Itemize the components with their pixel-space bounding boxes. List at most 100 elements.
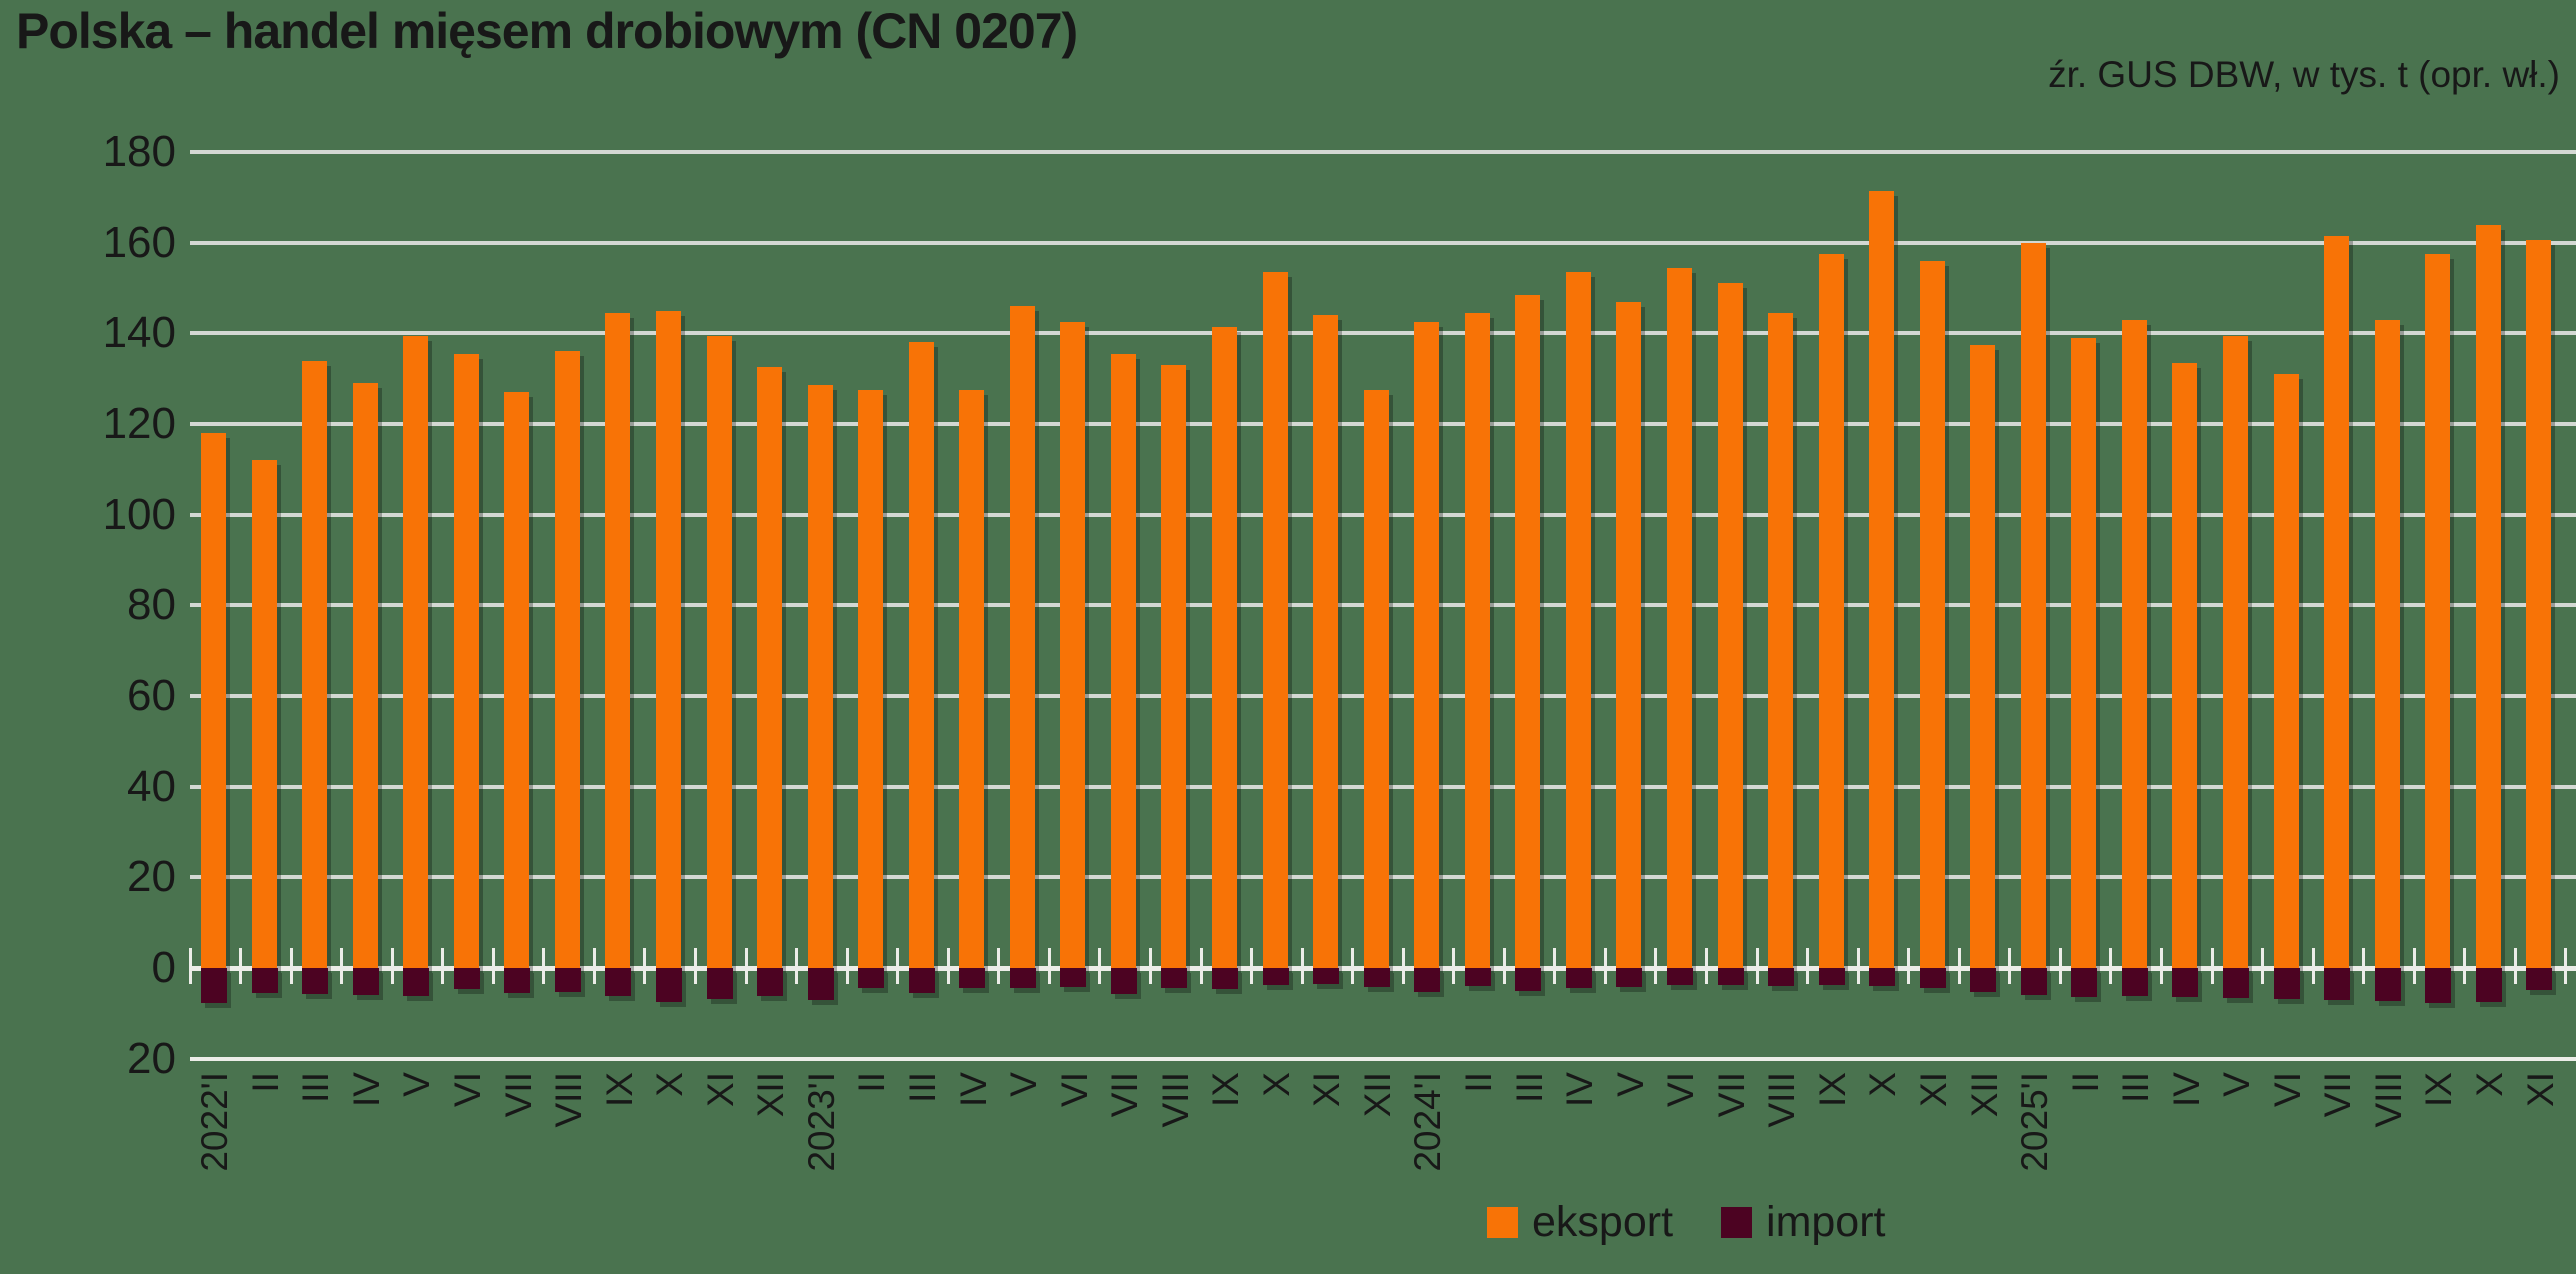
x-axis-tick [1654,948,1658,984]
gridline [190,150,2576,154]
x-axis-tick [1401,948,1405,984]
x-axis-label: II [1458,1072,1500,1093]
x-axis-label: IV [345,1072,387,1107]
bar-import [1970,968,1997,993]
x-axis-tick [694,948,697,984]
bar-import [1110,968,1137,995]
bar-eksport [1869,190,1895,968]
bar-import [504,968,531,994]
bar-eksport [2324,235,2350,968]
bar-import [554,968,581,992]
x-axis-label: XI [699,1072,741,1107]
x-axis-label: V [1003,1072,1045,1097]
bar-eksport [302,360,328,968]
x-axis-tick [1199,948,1203,984]
x-axis-tick [1300,948,1304,984]
x-axis-label: IX [1811,1072,1853,1107]
x-axis-label: IV [952,1072,994,1107]
x-axis-tick [997,948,1001,984]
bar-import [2324,968,2351,1000]
x-axis-label: VII [1710,1072,1752,1118]
bar-eksport [1565,272,1591,968]
x-axis-tick [1603,948,1607,984]
bar-import [2273,968,2300,999]
x-axis-tick [795,948,799,984]
bar-import [201,968,227,1004]
y-axis-label: 20 [127,852,176,902]
chart-title: Polska – handel mięsem drobiowym (CN 020… [16,3,1078,59]
bar-import [2475,968,2502,1003]
bar-eksport [453,353,479,968]
x-axis-tick [2362,948,2366,984]
x-axis-label: III [2115,1072,2157,1103]
bar-import [1768,968,1795,986]
legend-swatch-import [1721,1207,1753,1238]
bar-import [1464,968,1491,986]
x-axis-tick [2008,948,2012,984]
bar-eksport [1110,353,1136,968]
bar-import [1616,968,1643,988]
x-axis-tick [2311,948,2315,984]
x-axis-label: 2024'I [1407,1072,1449,1172]
x-axis-label: VIII [1761,1072,1803,1128]
x-axis-tick [1705,948,1708,984]
x-axis-tick [946,948,950,984]
bar-eksport [655,310,681,968]
bar-eksport [504,392,530,968]
x-axis-tick [1502,948,1506,984]
bar-eksport [2172,362,2198,968]
x-axis-label: VII [2317,1072,2359,1118]
bar-eksport [2273,374,2299,968]
bar-import [2223,968,2249,998]
x-axis-tick [491,948,495,984]
bar-import [1565,968,1592,988]
x-axis-label: VIII [2367,1072,2409,1128]
bar-import [1060,968,1087,987]
x-axis-label: III [295,1072,337,1103]
bar-eksport [1515,294,1541,968]
x-axis-tick [2463,948,2467,984]
x-axis-label: XI [1912,1072,1954,1107]
x-axis-label: 2023'I [800,1072,842,1172]
x-axis-label: X [649,1072,691,1097]
x-axis-label: IV [1559,1072,1601,1107]
bar-eksport [1161,365,1187,968]
y-axis-label: 60 [127,671,176,720]
x-axis-label: VIII [548,1072,590,1128]
bar-eksport [1060,322,1086,968]
bar-eksport [807,385,833,968]
x-axis-tick [390,948,394,984]
y-axis-label: 160 [102,217,176,267]
bar-eksport [201,433,226,968]
bar-eksport [2425,254,2451,968]
bar-import [1515,968,1542,991]
x-axis-label: XII [1356,1072,1398,1118]
y-axis-label: 20 [127,1033,176,1083]
bar-import [1161,968,1188,988]
x-axis-label: VI [2266,1072,2308,1107]
x-axis-tick [1806,948,1810,984]
bar-import [2020,968,2047,996]
bar-eksport [1919,260,1945,968]
bar-import [1818,968,1845,986]
bar-eksport [352,383,378,968]
x-axis-label: V [1609,1072,1651,1097]
bar-import [1414,968,1441,992]
x-axis-tick [188,948,192,984]
bar-eksport [706,335,732,968]
y-axis-label: 100 [102,489,176,539]
x-axis-tick [643,948,647,984]
x-axis-tick [2109,948,2113,984]
x-axis-tick [2261,948,2265,984]
legend: eksport import [1487,1198,1885,1247]
gridline [190,331,2576,336]
chart-source-note: źr. GUS DBW, w tys. t (opr. wł.) [2048,54,2560,95]
x-axis-label: IX [1205,1072,1247,1107]
bar-import [1212,968,1238,989]
bar-import [1717,968,1744,985]
bar-eksport [1414,322,1440,968]
bar-eksport [1616,301,1642,968]
bar-eksport [554,351,580,968]
x-axis-tick [1856,948,1860,984]
x-axis-label: V [2216,1072,2258,1097]
